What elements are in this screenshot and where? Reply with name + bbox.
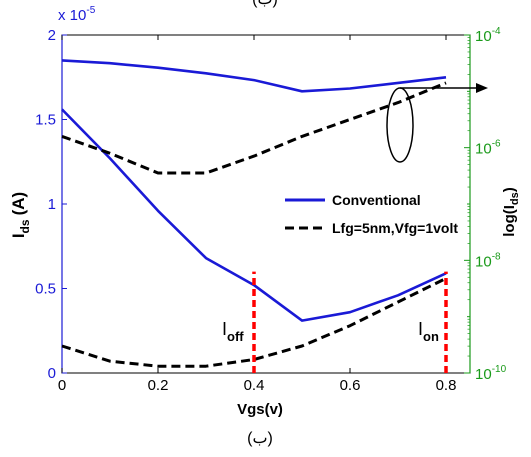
annotation-arrow-head	[476, 83, 488, 93]
y2-tick-label: 10-10	[475, 364, 507, 383]
y-tick-label: 0.5	[35, 281, 56, 298]
series-line-left-conventional	[61, 108, 447, 322]
x-tick-label: 0.8	[436, 377, 457, 394]
legend-label-0: Conventional	[332, 192, 421, 208]
x-tick-label: 0.6	[340, 377, 361, 394]
y2-axis-label: log(Ids)	[501, 187, 521, 237]
series-line-right-lfg	[61, 81, 447, 175]
top-caption: (ب)	[252, 0, 278, 8]
y-tick-label: 2	[48, 27, 56, 44]
annotation-ellipse	[386, 87, 414, 163]
x-tick-label: 0.2	[148, 377, 169, 394]
y-tick-label: 0	[48, 365, 56, 382]
y-axis-label: Ids(A)	[9, 192, 32, 238]
y2-tick-label: 10-8	[475, 251, 501, 270]
y-exponent-label: x 10-5	[58, 5, 96, 24]
plot-area: 0 0.2 0.4 0.6 0.8 0 0.5 1 1.5 2 10-10 10-8 10-6 10-4 I…	[35, 26, 506, 394]
x-tick-label: 0.4	[244, 377, 265, 394]
x-tick-label: 0	[58, 377, 66, 394]
marker-label-off: Ioff	[222, 319, 244, 344]
caption: (ب)	[247, 430, 273, 447]
y2-tick-label: 10-6	[475, 139, 501, 158]
marker-label-on: Ion	[418, 319, 439, 344]
y-tick-label: 1	[48, 196, 56, 213]
legend-label-1: Lfg=5nm,Vfg=1volt	[332, 220, 458, 236]
x-axis-label: Vgs(v)	[237, 401, 283, 418]
y-tick-label: 1.5	[35, 112, 56, 129]
series-line-right-conventional	[61, 59, 447, 93]
y2-tick-label: 10-4	[475, 26, 501, 45]
